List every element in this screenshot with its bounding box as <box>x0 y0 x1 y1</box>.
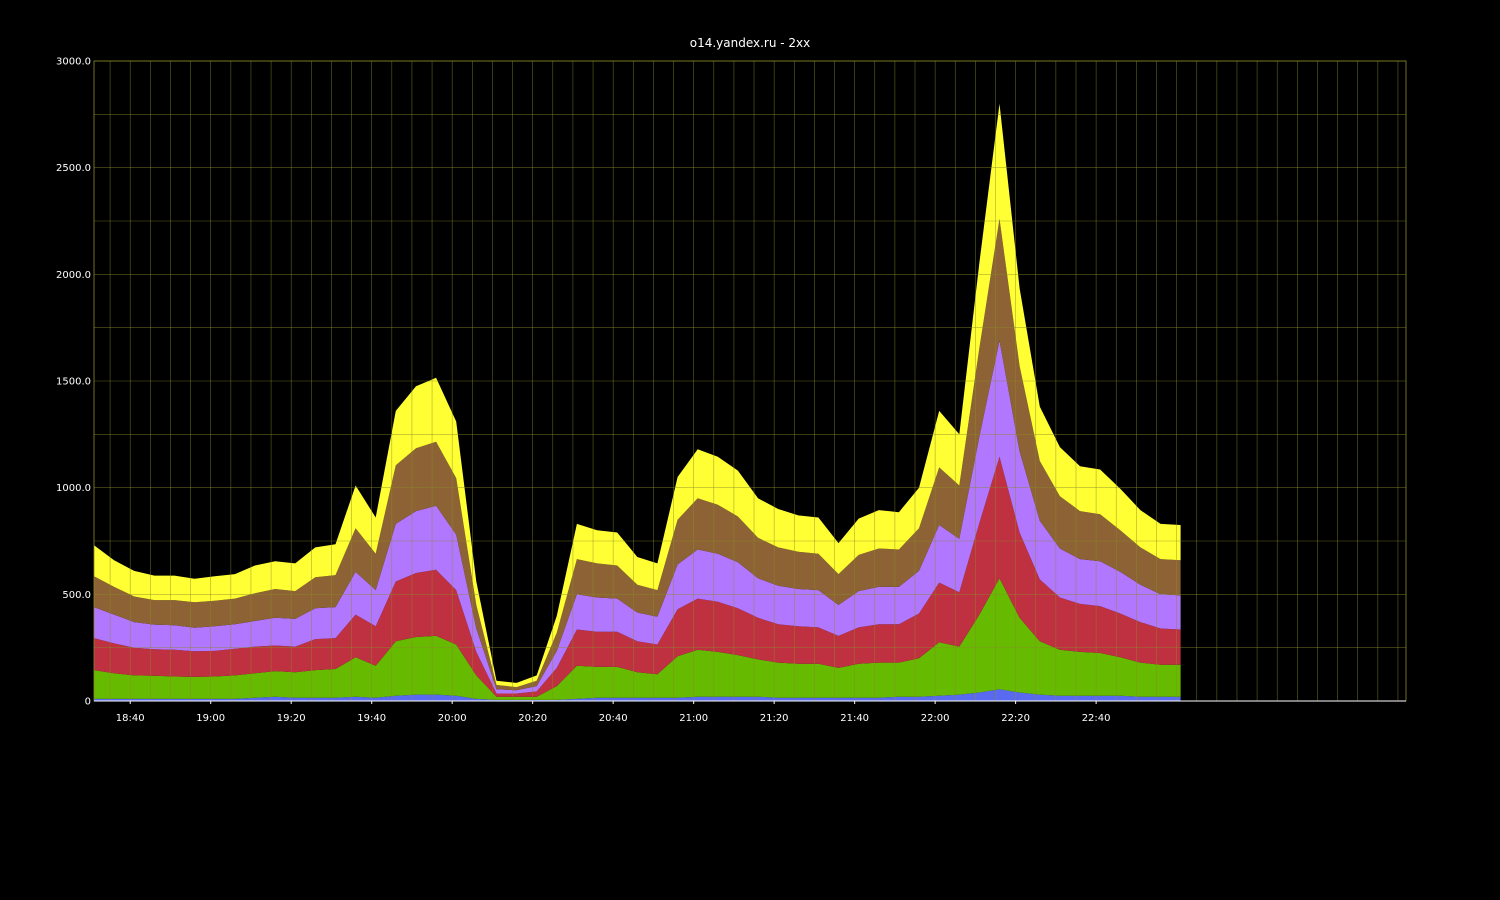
y-tick-label: 500.0 <box>62 590 91 601</box>
x-tick-label: 22:00 <box>921 713 950 724</box>
x-tick-label: 20:40 <box>599 713 628 724</box>
x-tick-label: 19:00 <box>196 713 225 724</box>
series-area-3 <box>94 456 1181 697</box>
series-area-2 <box>94 578 1181 700</box>
x-tick-label: 19:40 <box>357 713 386 724</box>
x-tick-label: 22:20 <box>1001 713 1030 724</box>
series-area-4 <box>94 340 1181 694</box>
x-tick-label: 21:00 <box>679 713 708 724</box>
y-tick-label: 2000.0 <box>56 270 91 281</box>
y-tick-label: 1000.0 <box>56 483 91 494</box>
x-tick-label: 19:20 <box>277 713 306 724</box>
x-tick-label: 20:00 <box>438 713 467 724</box>
x-tick-label: 21:20 <box>760 713 789 724</box>
x-tick-label: 20:20 <box>518 713 547 724</box>
x-tick-label: 18:40 <box>116 713 145 724</box>
chart-title: o14.yandex.ru - 2xx <box>689 36 811 50</box>
y-tick-label: 1500.0 <box>56 377 91 388</box>
series-area-1 <box>94 689 1181 701</box>
y-tick-label: 0 <box>85 697 91 708</box>
series-area-5 <box>94 218 1181 691</box>
y-tick-label: 3000.0 <box>56 57 91 68</box>
x-tick-label: 21:40 <box>840 713 869 724</box>
x-tick-label: 22:40 <box>1082 713 1111 724</box>
series-area-6 <box>94 103 1181 688</box>
y-tick-label: 2500.0 <box>56 163 91 174</box>
